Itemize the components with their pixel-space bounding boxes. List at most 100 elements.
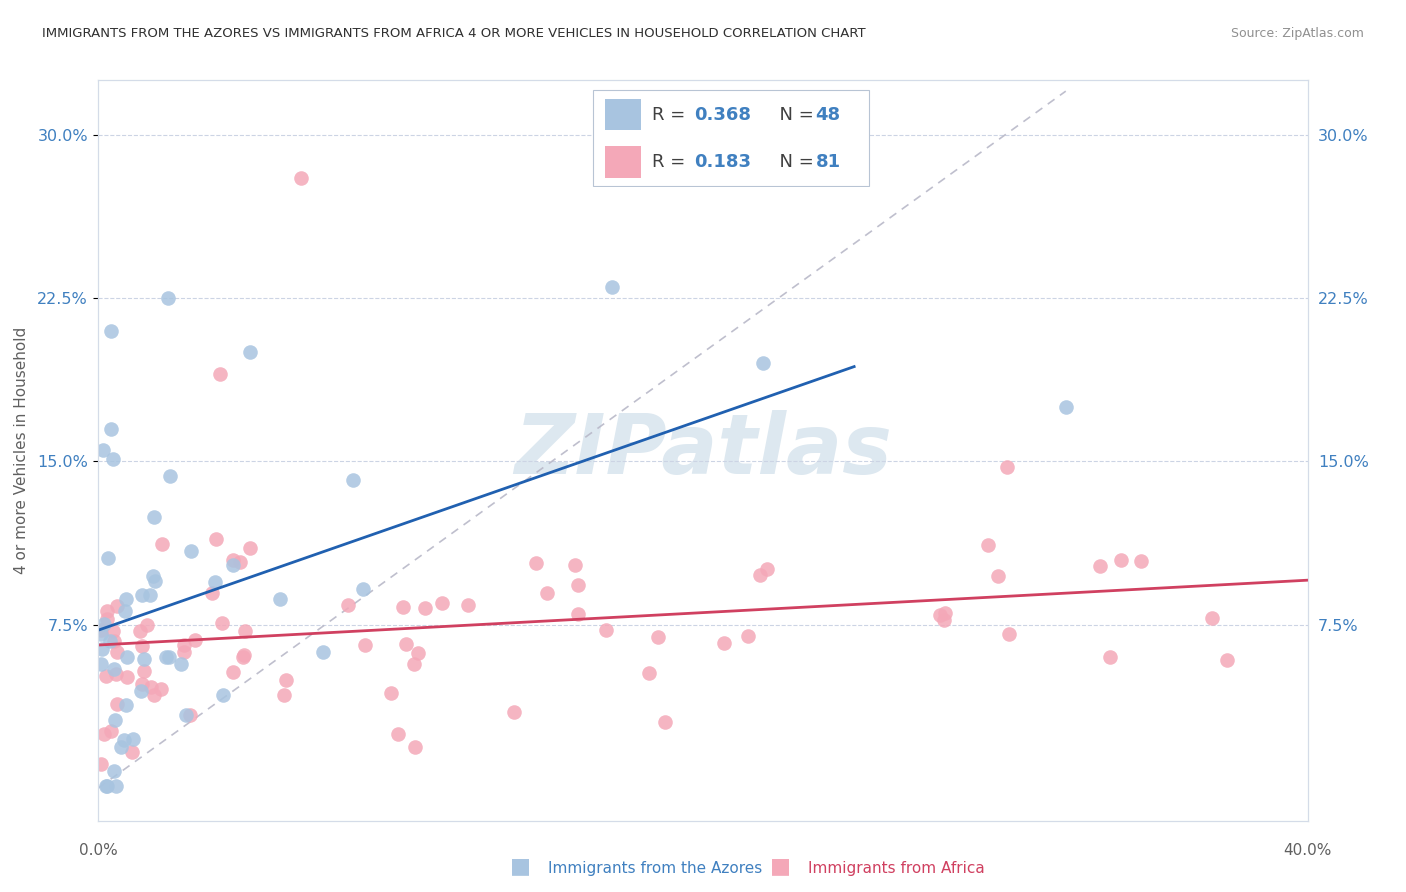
Text: IMMIGRANTS FROM THE AZORES VS IMMIGRANTS FROM AFRICA 4 OR MORE VEHICLES IN HOUSE: IMMIGRANTS FROM THE AZORES VS IMMIGRANTS… <box>42 27 866 40</box>
Text: Source: ZipAtlas.com: Source: ZipAtlas.com <box>1230 27 1364 40</box>
Point <box>100 324 122 338</box>
Point <box>96 669 118 683</box>
Point <box>205 532 228 546</box>
Point <box>129 684 152 698</box>
Point <box>977 538 1000 552</box>
Text: R =: R = <box>652 153 692 170</box>
Point <box>995 460 1018 475</box>
Point <box>183 633 205 648</box>
Point <box>342 473 364 487</box>
Point <box>98 634 121 648</box>
Point <box>233 648 256 662</box>
Point <box>1130 554 1153 568</box>
Point <box>430 596 453 610</box>
Point <box>233 624 256 638</box>
Point <box>131 676 153 690</box>
Point <box>536 586 558 600</box>
Point <box>115 591 138 606</box>
Point <box>121 745 143 759</box>
Point <box>90 627 112 641</box>
Point <box>131 588 153 602</box>
Point <box>387 726 409 740</box>
Point <box>139 588 162 602</box>
Text: 0.368: 0.368 <box>695 106 752 124</box>
Point <box>169 657 191 671</box>
Point <box>122 731 145 746</box>
Point <box>179 707 201 722</box>
Point <box>91 443 114 458</box>
Text: Immigrants from the Azores: Immigrants from the Azores <box>548 861 762 876</box>
Point <box>229 555 252 569</box>
Text: R =: R = <box>652 106 692 124</box>
Point <box>204 574 226 589</box>
Point <box>524 557 547 571</box>
Point <box>114 604 136 618</box>
Point <box>269 591 291 606</box>
Point <box>406 646 429 660</box>
Point <box>987 569 1010 583</box>
Point <box>353 639 375 653</box>
Point <box>115 649 138 664</box>
Point <box>1098 650 1121 665</box>
Point <box>131 639 153 653</box>
Point <box>567 607 589 621</box>
Text: Immigrants from Africa: Immigrants from Africa <box>808 861 986 876</box>
FancyBboxPatch shape <box>593 90 869 186</box>
Point <box>928 607 950 622</box>
Point <box>290 171 312 186</box>
Point <box>173 645 195 659</box>
Point <box>1111 553 1133 567</box>
Point <box>114 698 136 712</box>
Point <box>104 713 127 727</box>
Point <box>157 649 180 664</box>
Point <box>93 726 115 740</box>
Point <box>105 667 128 681</box>
Point <box>394 637 416 651</box>
Text: N =: N = <box>768 106 820 124</box>
Point <box>173 638 195 652</box>
Point <box>91 642 114 657</box>
Point <box>457 599 479 613</box>
Point <box>1090 559 1112 574</box>
Text: 48: 48 <box>815 106 841 124</box>
Point <box>90 757 112 772</box>
Point <box>105 645 128 659</box>
Text: ■: ■ <box>770 856 790 876</box>
Point <box>222 552 245 566</box>
Text: 81: 81 <box>815 153 841 170</box>
Point <box>142 569 165 583</box>
Point <box>998 627 1021 641</box>
Point <box>103 634 125 648</box>
Point <box>567 578 589 592</box>
Point <box>100 422 122 436</box>
Point <box>128 624 150 638</box>
Text: ZIPatlas: ZIPatlas <box>515 410 891 491</box>
Point <box>239 345 262 359</box>
Point <box>222 665 245 679</box>
Point <box>93 617 115 632</box>
Point <box>713 636 735 650</box>
Point <box>211 615 233 630</box>
Point <box>637 665 659 680</box>
Text: ■: ■ <box>510 856 530 876</box>
Point <box>1216 653 1239 667</box>
Point <box>90 657 112 672</box>
Point <box>934 607 956 621</box>
Y-axis label: 4 or more Vehicles in Household: 4 or more Vehicles in Household <box>14 326 28 574</box>
Point <box>404 657 426 671</box>
Point <box>502 705 524 719</box>
Point <box>103 764 125 778</box>
Point <box>132 664 155 678</box>
Point <box>142 509 165 524</box>
Text: 0.183: 0.183 <box>695 153 752 170</box>
Point <box>159 469 181 483</box>
Point <box>174 708 197 723</box>
Bar <box>605 99 641 130</box>
Point <box>1201 611 1223 625</box>
Point <box>273 688 295 702</box>
Point <box>150 681 173 696</box>
Point <box>336 599 359 613</box>
Point <box>97 550 120 565</box>
Point <box>564 558 586 573</box>
Point <box>276 673 298 688</box>
